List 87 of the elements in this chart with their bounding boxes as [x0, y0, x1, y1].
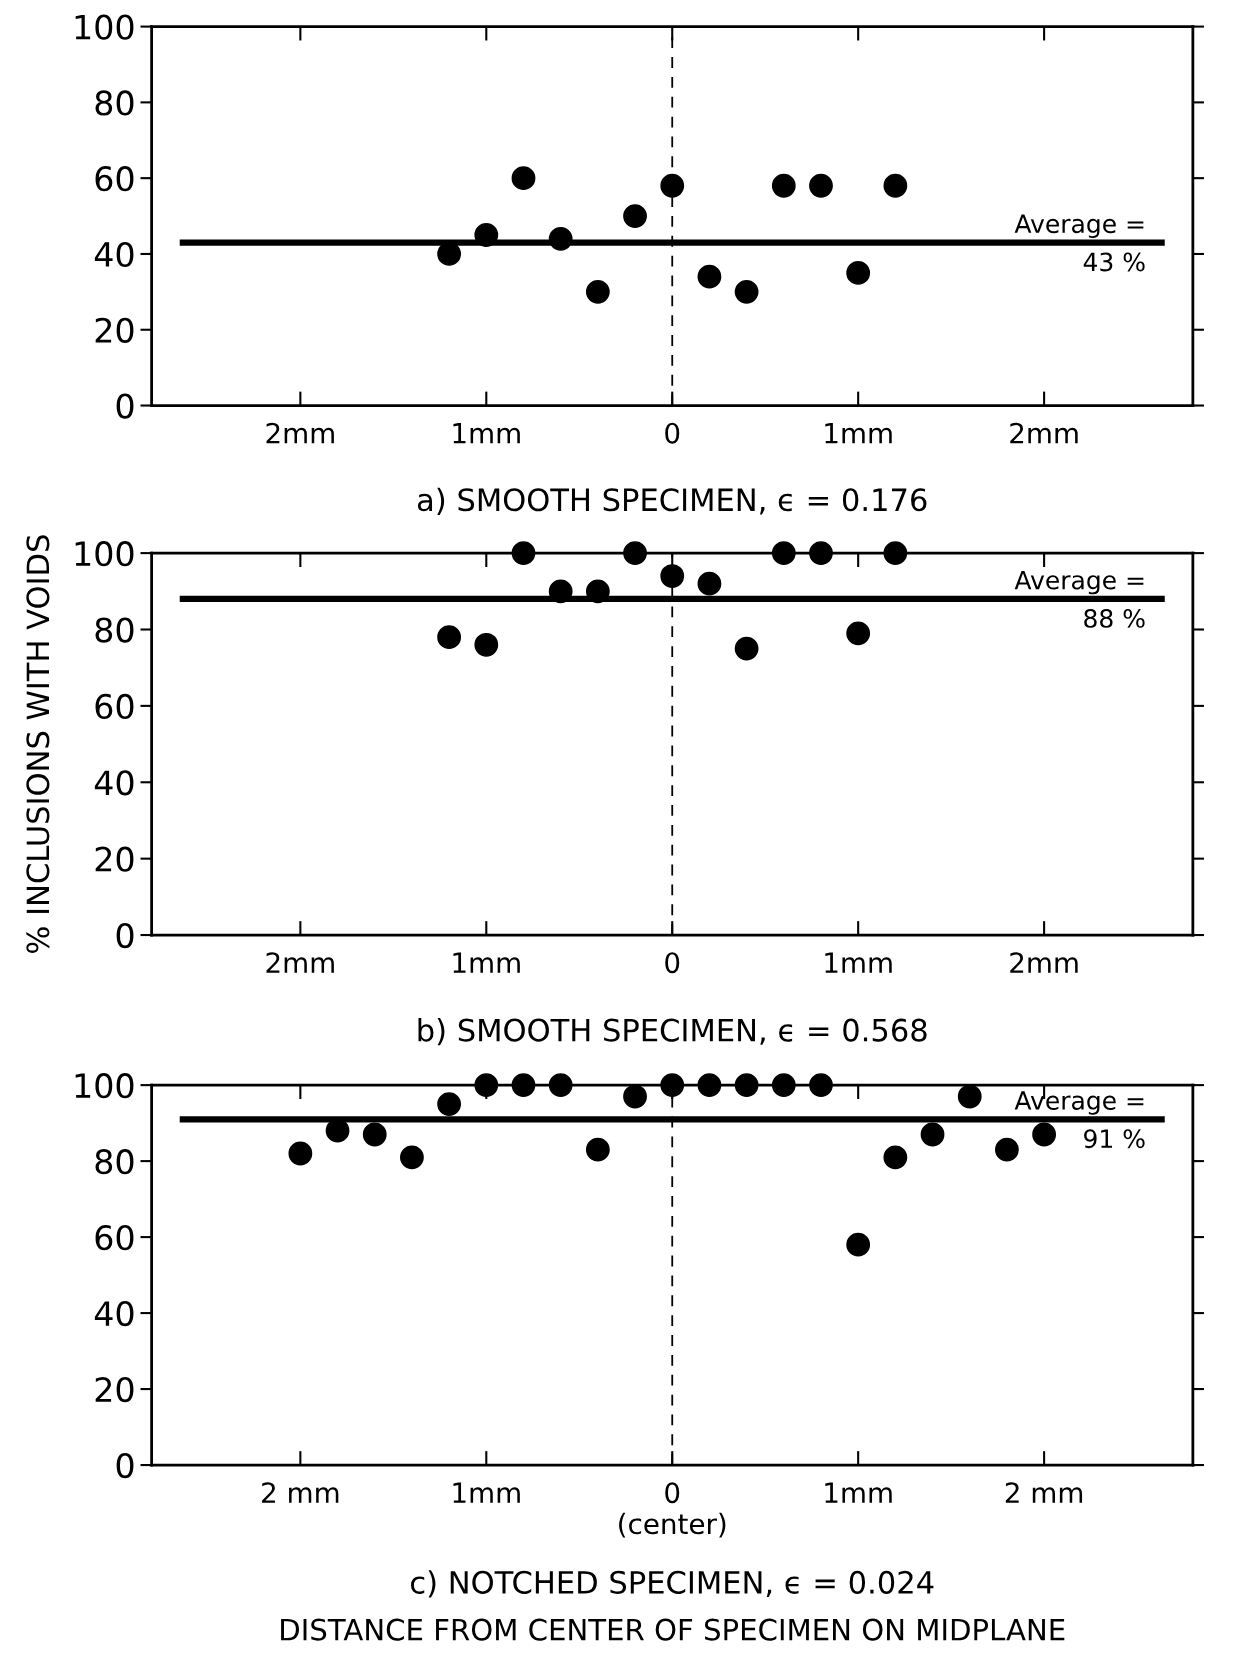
y-tick-label: 60 — [95, 166, 134, 192]
y-tick-label: 0 — [116, 922, 134, 949]
point — [883, 173, 908, 198]
point — [585, 1137, 610, 1162]
point — [809, 1073, 833, 1098]
point — [809, 173, 833, 198]
point — [511, 541, 536, 566]
point — [697, 571, 722, 596]
x-tick-label: 2mm — [1010, 952, 1078, 973]
text: a) SMOOTH SPECIMEN, ϵ = 0.176 — [417, 487, 927, 515]
point — [697, 1073, 722, 1098]
x-tick-label: 2mm — [1010, 422, 1078, 444]
point — [660, 564, 685, 588]
y-tick-label: 40 — [94, 770, 134, 796]
point — [771, 1073, 796, 1098]
point — [771, 173, 796, 198]
x-tick-label: 0 (center) — [619, 1482, 726, 1538]
y-tick-label: 20 — [95, 846, 134, 872]
point — [548, 226, 573, 251]
point — [734, 1073, 759, 1098]
text: DISTANCE FROM CENTER OF SPECIMEN ON MIDPLANE — [281, 1618, 1065, 1641]
y-tick-label: 40 — [94, 241, 134, 268]
point — [734, 636, 759, 661]
x-tick-label: 2 mm — [262, 1482, 339, 1503]
point — [883, 1145, 908, 1170]
point — [957, 1084, 982, 1109]
x-tick-label: 1mm — [825, 1482, 892, 1503]
x-tick-label: 2 mm — [1005, 1482, 1083, 1503]
point — [288, 1141, 313, 1166]
point — [1032, 1122, 1056, 1147]
point — [920, 1122, 945, 1147]
point — [846, 261, 871, 285]
point — [697, 264, 722, 289]
point — [400, 1145, 424, 1170]
point — [437, 1092, 462, 1117]
point — [623, 1084, 647, 1109]
point — [846, 621, 871, 646]
y-tick-label: 60 — [95, 1225, 134, 1251]
point — [585, 279, 610, 304]
y-tick-label: 100 — [75, 541, 134, 567]
y-tick-label: 100 — [75, 1073, 134, 1099]
point — [362, 1122, 387, 1147]
point — [511, 166, 536, 191]
x-tick-label: 0 — [665, 952, 680, 974]
ref-line-label: Average = 91 % — [1014, 1091, 1145, 1149]
point — [809, 541, 833, 566]
point — [585, 579, 610, 604]
y-axis-title: % INCLUSIONS WITH VOIDS — [26, 535, 50, 953]
ref-line-label: Average = 88 % — [1014, 570, 1145, 628]
point — [660, 1073, 685, 1098]
point — [548, 1073, 573, 1098]
point — [474, 223, 499, 247]
point — [437, 625, 462, 650]
x-tick-label: 0 — [665, 422, 680, 444]
point — [734, 279, 759, 304]
y-tick-label: 100 — [75, 14, 134, 40]
point — [623, 541, 647, 566]
point — [474, 632, 499, 657]
point — [995, 1137, 1019, 1162]
x-tick-label: 1mm — [825, 423, 892, 444]
ref-line-label: Average = 43 % — [1014, 214, 1145, 272]
y-tick-label: 0 — [116, 393, 134, 419]
y-tick-label: 80 — [95, 90, 134, 116]
x-tick-label: 1mm — [453, 1482, 520, 1503]
point — [771, 541, 796, 566]
y-tick-label: 0 — [116, 1452, 134, 1479]
x-tick-label: 1mm — [825, 952, 892, 973]
point — [883, 541, 908, 566]
text: c) NOTCHED SPECIMEN, ϵ = 0.024 — [411, 1570, 934, 1598]
point — [623, 204, 647, 228]
point — [846, 1232, 871, 1257]
point — [437, 242, 462, 266]
y-tick-label: 80 — [95, 617, 134, 643]
point — [511, 1073, 536, 1098]
y-tick-label: 80 — [95, 1149, 134, 1175]
x-tick-label: 2mm — [266, 952, 334, 973]
x-tick-label: 1mm — [453, 423, 520, 444]
x-tick-label: 2mm — [266, 422, 334, 444]
text: b) SMOOTH SPECIMEN, ϵ = 0.568 — [418, 1018, 927, 1046]
y-tick-label: 40 — [94, 1301, 134, 1327]
y-tick-label: 60 — [95, 693, 134, 720]
x-tick-label: 1mm — [453, 952, 520, 973]
y-tick-label: 20 — [95, 1376, 134, 1403]
point — [660, 173, 685, 198]
y-tick-label: 20 — [95, 317, 134, 343]
point — [548, 579, 573, 604]
point — [474, 1073, 499, 1098]
